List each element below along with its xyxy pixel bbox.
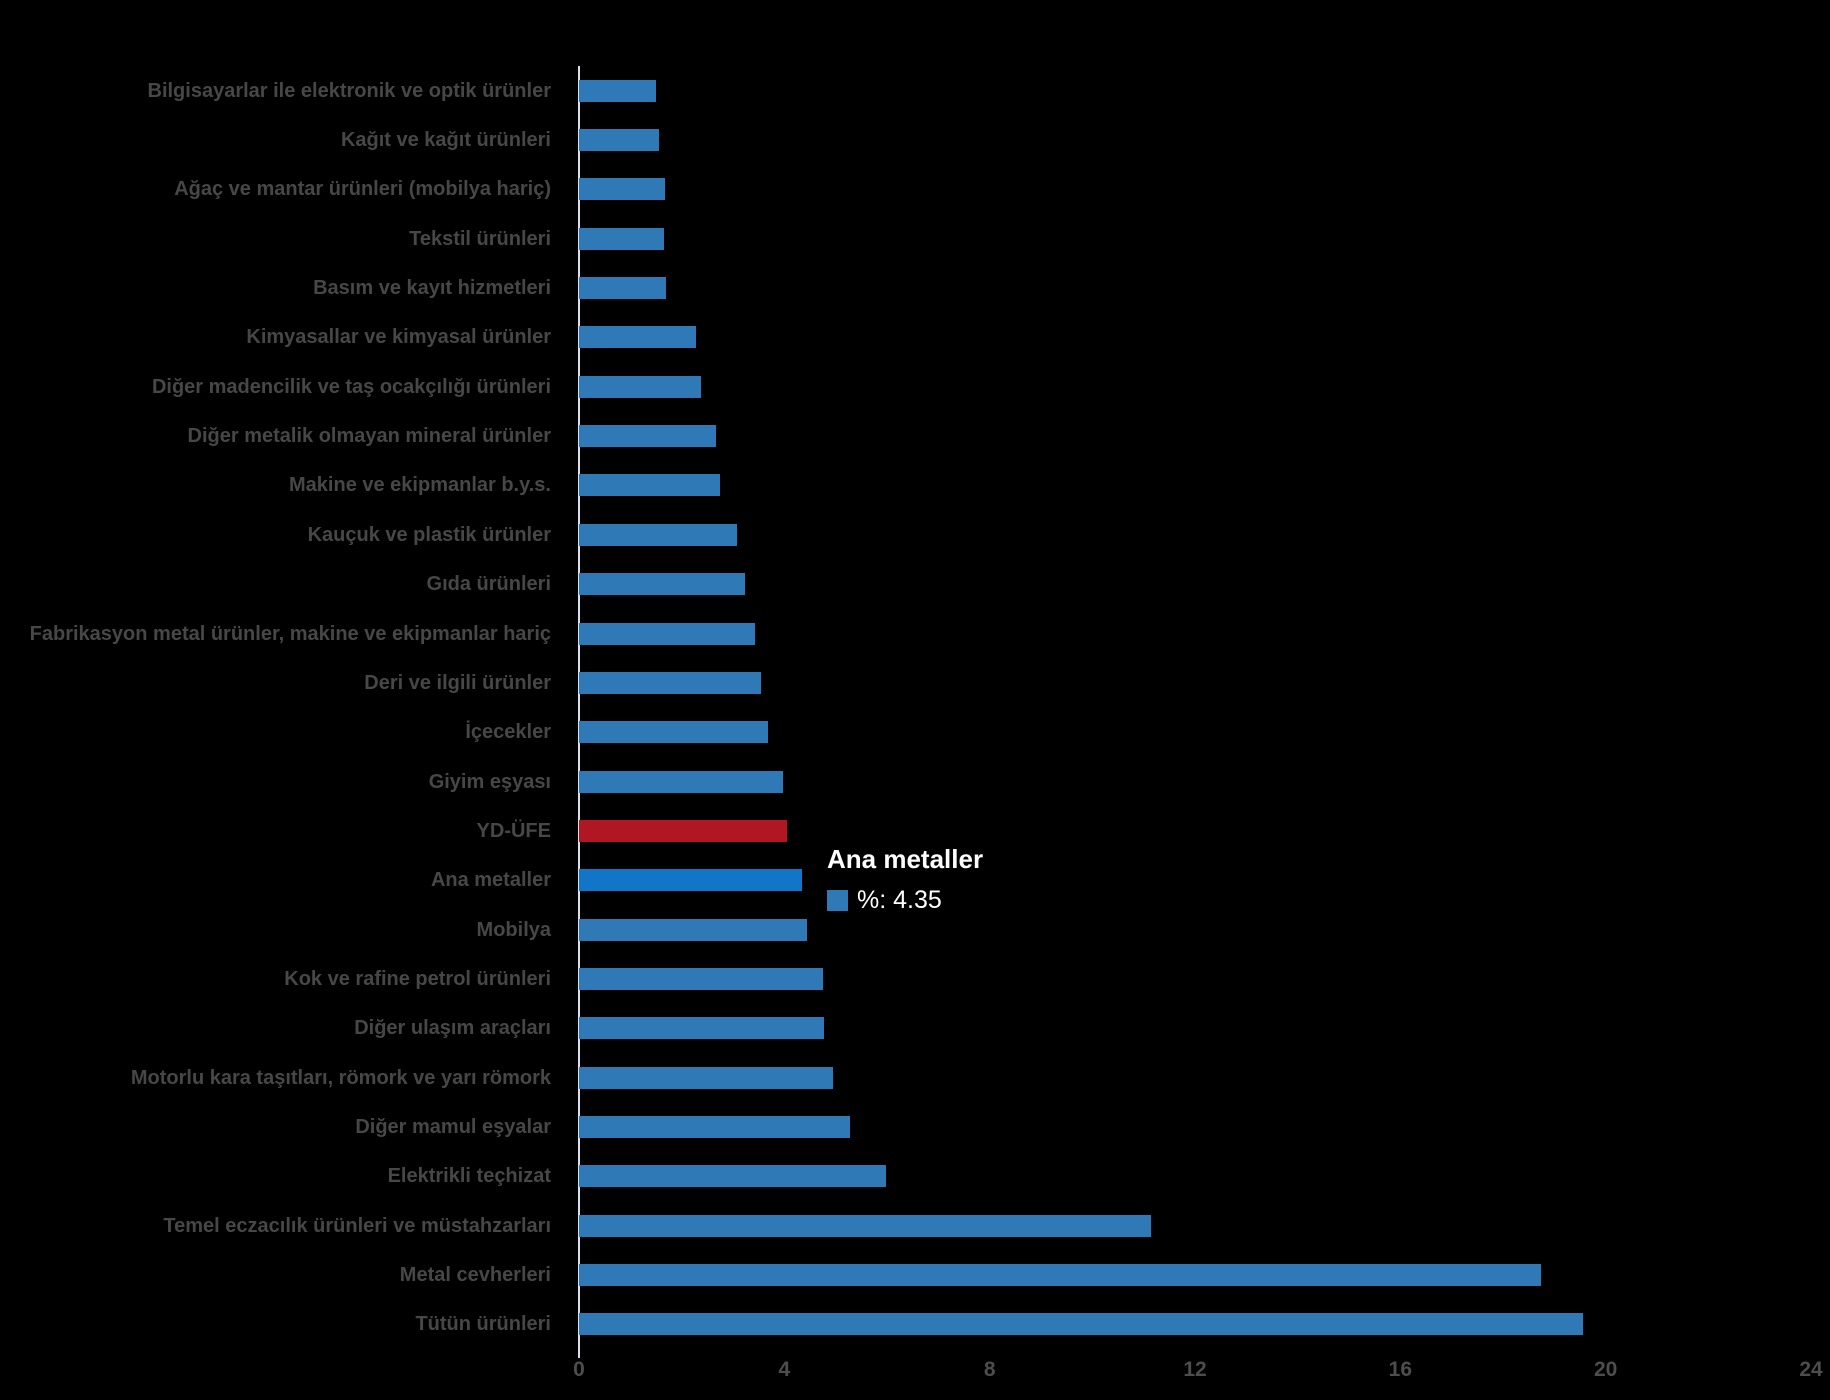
category-label: Diğer metalik olmayan mineral ürünler [187,425,551,448]
bar[interactable] [579,523,738,546]
category-label: Temel eczacılık ürünleri ve müstahzarlar… [163,1214,551,1237]
bar[interactable] [579,1214,1152,1237]
category-label: Diğer madencilik ve taş ocakçılığı ürünl… [151,375,551,398]
bar[interactable] [579,277,666,300]
bar[interactable] [579,326,697,349]
category-label: Kok ve rafine petrol ürünleri [284,967,551,990]
category-label: Tekstil ürünleri [409,227,551,250]
tooltip: Ana metaller %: 4.35 [827,845,983,915]
y-axis-line [578,66,580,1358]
bar[interactable] [579,869,803,892]
bar[interactable] [579,770,783,793]
bar[interactable] [579,129,660,152]
category-label: Kauçuk ve plastik ürünler [307,523,551,546]
tooltip-value: %: 4.35 [857,886,942,914]
bar[interactable] [579,227,665,250]
bar[interactable] [579,918,808,941]
category-label: Mobilya [476,918,551,941]
bar[interactable] [579,573,745,596]
bar[interactable] [579,375,702,398]
bar[interactable] [579,1264,1541,1287]
tooltip-series-swatch [827,890,848,911]
category-label: İçecekler [465,721,551,744]
bar[interactable] [579,425,717,448]
x-axis-tick-label: 20 [1593,1358,1618,1381]
bar[interactable] [579,178,665,201]
x-axis-tick-label: 12 [1183,1358,1207,1381]
category-label: Fabrikasyon metal ürünler, makine ve eki… [29,622,551,645]
category-label: Diğer mamul eşyalar [355,1116,551,1139]
category-label: Metal cevherleri [399,1264,551,1287]
category-label: Elektrikli teçhizat [387,1165,551,1188]
tooltip-value-row: %: 4.35 [827,886,983,915]
x-axis-tick-label: 24 [1799,1358,1823,1381]
bar[interactable] [579,1066,834,1089]
bar[interactable] [579,1165,886,1188]
bar[interactable] [579,474,720,497]
bar[interactable] [579,721,769,744]
x-axis-tick-label: 4 [778,1358,791,1381]
bar[interactable] [579,79,656,102]
x-axis-tick-label: 8 [983,1358,996,1381]
x-axis-tick-label: 0 [573,1358,585,1381]
category-label: Diğer ulaşım araçları [354,1017,551,1040]
category-label: Bilgisayarlar ile elektronik ve optik ür… [147,79,552,102]
bar[interactable] [579,671,762,694]
category-label: Makine ve ekipmanlar b.y.s. [289,474,551,497]
category-label: Tütün ürünleri [415,1313,551,1336]
category-label: Ağaç ve mantar ürünleri (mobilya hariç) [174,178,551,201]
category-label: Kimyasallar ve kimyasal ürünler [246,326,551,349]
category-label: Basım ve kayıt hizmetleri [313,277,551,300]
category-label: Ana metaller [430,869,551,892]
category-label: Motorlu kara taşıtları, römork ve yarı r… [130,1066,551,1089]
tooltip-title: Ana metaller [827,844,984,874]
bar[interactable] [579,622,755,645]
x-axis-tick-label: 16 [1388,1358,1413,1381]
category-label: YD-ÜFE [476,819,551,842]
category-label: Deri ve ilgili ürünler [364,671,551,694]
bar[interactable] [579,967,823,990]
category-label: Giyim eşyası [428,770,551,793]
bar[interactable] [579,1313,1584,1336]
bar[interactable] [579,819,787,842]
bar[interactable] [579,1116,850,1139]
category-label: Kağıt ve kağıt ürünleri [340,129,551,152]
category-label: Gıda ürünleri [426,573,551,596]
bar[interactable] [579,1017,825,1040]
